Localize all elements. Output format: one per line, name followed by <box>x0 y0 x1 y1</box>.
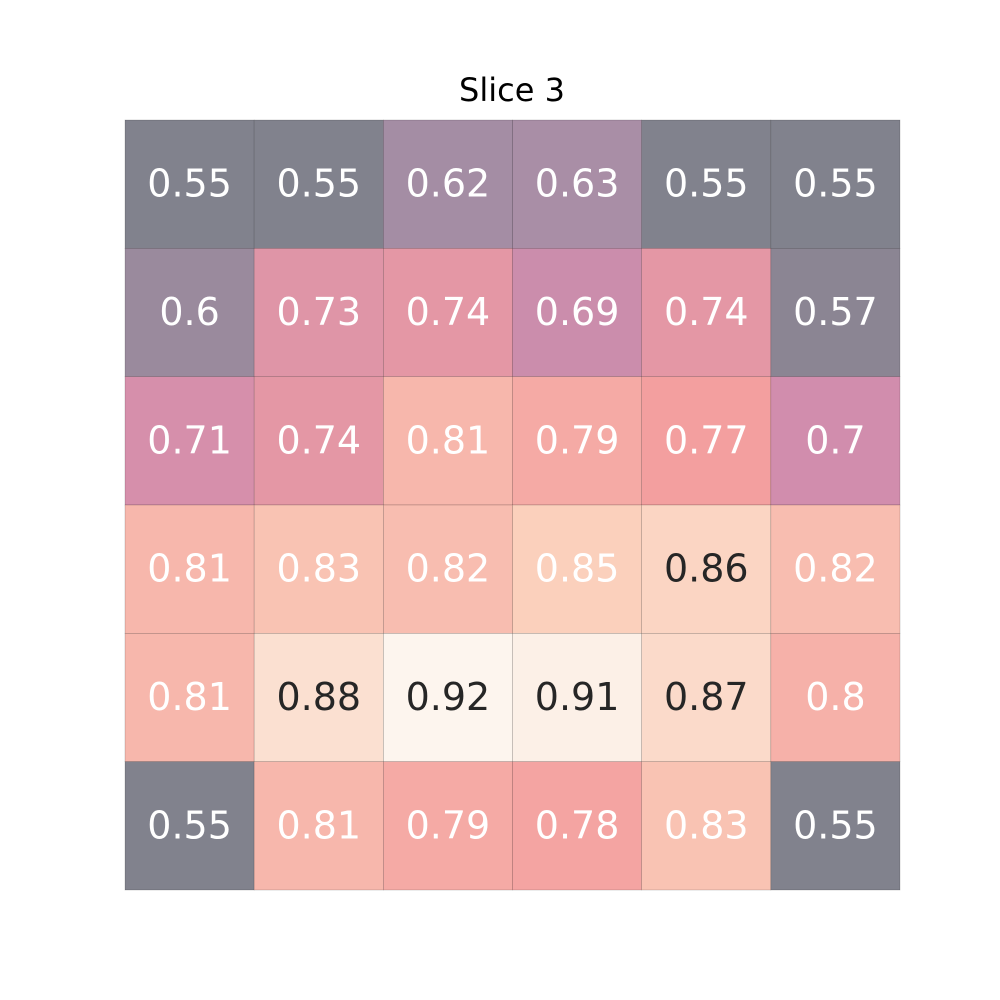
cell-label: 0.83 <box>664 803 749 847</box>
heatmap-cell <box>253 119 384 249</box>
cell-label: 0.55 <box>664 162 749 206</box>
heatmap-cell <box>383 633 513 762</box>
heatmap-cell <box>512 633 642 762</box>
chart-title: Slice 3 <box>459 71 565 109</box>
heatmap-cell <box>512 376 642 506</box>
heatmap-cell <box>253 633 384 762</box>
heatmap-cell <box>512 761 642 891</box>
heatmap-cell <box>253 376 384 506</box>
cell-label: 0.81 <box>147 547 232 591</box>
heatmap-cell <box>770 761 901 891</box>
cell-label: 0.82 <box>793 547 878 591</box>
cell-label: 0.83 <box>276 547 361 591</box>
cell-label: 0.82 <box>406 547 491 591</box>
cell-label: 0.77 <box>664 418 749 462</box>
heatmap-cell <box>641 504 772 634</box>
cell-label: 0.55 <box>793 803 878 847</box>
cell-label: 0.55 <box>147 162 232 206</box>
cell-label: 0.57 <box>793 290 878 334</box>
cell-label: 0.8 <box>805 675 865 719</box>
cell-label: 0.55 <box>276 162 361 206</box>
heatmap-cell <box>253 248 384 377</box>
heatmap-cell <box>512 248 642 377</box>
heatmap-cell <box>641 633 772 762</box>
cell-label: 0.55 <box>147 803 232 847</box>
cell-label: 0.71 <box>147 418 232 462</box>
heatmap-cell <box>770 504 901 634</box>
cell-label: 0.62 <box>406 162 491 206</box>
heatmap-cell <box>770 248 901 377</box>
heatmap-cell <box>641 119 772 249</box>
cell-label: 0.88 <box>276 675 361 719</box>
heatmap-cell <box>124 248 255 377</box>
heatmap-cell <box>770 119 901 249</box>
cell-label: 0.6 <box>159 290 219 334</box>
heatmap-cell <box>253 504 384 634</box>
heatmap-cell <box>512 504 642 634</box>
heatmap-cell <box>770 633 901 762</box>
cell-label: 0.81 <box>276 803 361 847</box>
cell-label: 0.74 <box>406 290 491 334</box>
cell-label: 0.69 <box>535 290 620 334</box>
cell-label: 0.85 <box>535 547 620 591</box>
heatmap-cell <box>770 376 901 506</box>
cell-label: 0.92 <box>406 675 491 719</box>
heatmap-cell <box>383 376 513 506</box>
heatmap-cell <box>641 761 772 891</box>
cell-label: 0.79 <box>406 803 491 847</box>
cell-label: 0.55 <box>793 162 878 206</box>
cell-label: 0.74 <box>664 290 749 334</box>
cell-label: 0.81 <box>147 675 232 719</box>
cell-label: 0.78 <box>535 803 620 847</box>
heatmap-cell <box>512 119 642 249</box>
heatmap-cell <box>124 119 255 249</box>
cell-label: 0.81 <box>406 418 491 462</box>
heatmap-cell <box>124 633 255 762</box>
cell-label: 0.91 <box>535 675 620 719</box>
cell-label: 0.7 <box>805 418 865 462</box>
cell-label: 0.63 <box>535 162 620 206</box>
cell-label: 0.86 <box>664 547 749 591</box>
cell-label: 0.74 <box>276 418 361 462</box>
heatmap-cell <box>383 119 513 249</box>
heatmap-cell <box>124 376 255 506</box>
heatmap-cell <box>124 504 255 634</box>
heatmap-cell <box>383 504 513 634</box>
heatmap-cell <box>124 761 255 891</box>
cell-label: 0.87 <box>664 675 749 719</box>
cell-label: 0.79 <box>535 418 620 462</box>
cell-label: 0.73 <box>276 290 361 334</box>
heatmap-cell <box>641 376 772 506</box>
